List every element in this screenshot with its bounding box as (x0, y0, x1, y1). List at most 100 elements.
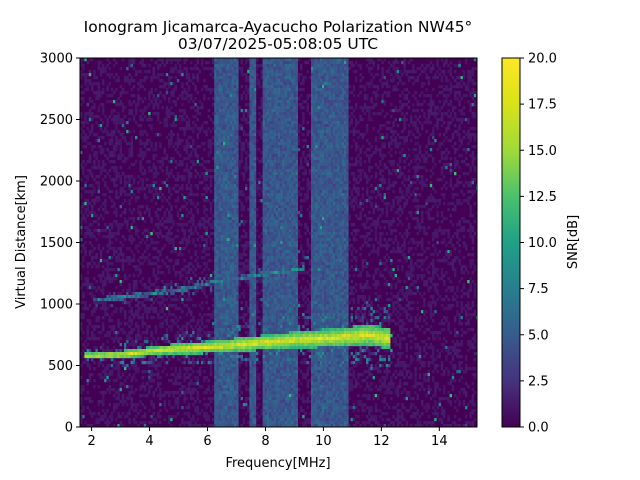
heatmap-cell (192, 193, 195, 197)
heatmap-cell (150, 349, 153, 353)
heatmap-cell (159, 58, 162, 62)
heatmap-cell (227, 403, 230, 407)
heatmap-cell (231, 244, 235, 248)
heatmap-cell (121, 124, 125, 128)
heatmap-cell (225, 367, 228, 371)
heatmap-cell (128, 352, 131, 356)
heatmap-cell (225, 157, 228, 161)
heatmap-cell (234, 136, 237, 140)
heatmap-cell (139, 79, 142, 83)
heatmap-cell (240, 172, 243, 176)
heatmap-cell (152, 172, 155, 176)
heatmap-cell (95, 175, 98, 179)
heatmap-cell (249, 226, 252, 230)
heatmap-cell (183, 343, 186, 347)
heatmap-cell (128, 193, 131, 197)
heatmap-cell (249, 163, 252, 167)
heatmap-cell (229, 310, 232, 314)
heatmap-cell (106, 157, 109, 161)
heatmap-cell (225, 310, 228, 314)
heatmap-cell (231, 196, 235, 200)
heatmap-cell (132, 238, 136, 242)
heatmap-cell (168, 421, 171, 425)
heatmap-cell (124, 79, 127, 83)
heatmap-cell (141, 376, 144, 380)
heatmap-cell (113, 367, 116, 371)
heatmap-cell (82, 166, 85, 170)
heatmap-cell (117, 376, 120, 380)
heatmap-cell (216, 403, 219, 407)
heatmap-cell (146, 298, 149, 302)
heatmap-cell (223, 82, 226, 86)
heatmap-cell (130, 196, 133, 200)
heatmap-cell (196, 193, 199, 197)
heatmap-cell (84, 307, 87, 311)
heatmap-cell (168, 133, 171, 137)
heatmap-cell (150, 298, 153, 302)
heatmap-cell (179, 139, 182, 143)
heatmap-cell (225, 358, 228, 362)
heatmap-cell (236, 73, 239, 77)
heatmap-cell (234, 424, 237, 427)
heatmap-cell (97, 400, 100, 404)
heatmap-cell (236, 337, 239, 341)
heatmap-cell (187, 361, 191, 365)
heatmap-cell (130, 391, 133, 395)
heatmap-cell (251, 208, 254, 212)
heatmap-cell (115, 286, 118, 290)
heatmap-cell (119, 157, 122, 161)
heatmap-cell (121, 103, 125, 107)
heatmap-cell (249, 235, 252, 239)
heatmap-cell (150, 283, 153, 287)
heatmap-cell (245, 280, 248, 284)
heatmap-cell (227, 61, 230, 65)
heatmap-cell (181, 223, 184, 227)
heatmap-cell (225, 391, 228, 395)
heatmap-cell (218, 286, 221, 290)
heatmap-cell (84, 136, 87, 140)
heatmap-cell (203, 211, 206, 215)
heatmap-cell (80, 415, 83, 419)
heatmap-cell (110, 328, 114, 332)
heatmap-cell (247, 319, 250, 323)
heatmap-cell (80, 409, 83, 413)
heatmap-cell (240, 256, 243, 260)
heatmap-cell (80, 115, 83, 119)
heatmap-cell (223, 61, 226, 65)
heatmap-cell (218, 334, 221, 338)
heatmap-cell (115, 61, 118, 65)
heatmap-cell (249, 352, 252, 356)
heatmap-cell (179, 370, 182, 374)
heatmap-cell (113, 292, 116, 296)
heatmap-cell (225, 406, 228, 410)
heatmap-cell (132, 349, 136, 353)
heatmap-cell (227, 325, 230, 329)
heatmap-cell (99, 277, 103, 281)
heatmap-cell (251, 193, 254, 197)
heatmap-cell (192, 202, 195, 206)
heatmap-cell (176, 175, 180, 179)
heatmap-cell (234, 355, 237, 359)
heatmap-cell (242, 253, 246, 257)
heatmap-cell (234, 172, 237, 176)
heatmap-cell (249, 208, 252, 212)
heatmap-cell (95, 253, 98, 257)
heatmap-cell (236, 307, 239, 311)
heatmap-cell (84, 397, 87, 401)
heatmap-cell (139, 115, 142, 119)
heatmap-cell (181, 103, 184, 107)
heatmap-cell (229, 358, 232, 362)
heatmap-cell (205, 265, 208, 269)
heatmap-cell (251, 247, 254, 251)
heatmap-cell (183, 235, 186, 239)
heatmap-cell (251, 169, 254, 173)
heatmap-cell (190, 184, 193, 188)
heatmap-cell (132, 364, 136, 368)
heatmap-cell (97, 82, 100, 86)
heatmap-cell (214, 190, 217, 194)
heatmap-cell (238, 193, 241, 197)
heatmap-cell (174, 235, 177, 239)
heatmap-cell (132, 292, 136, 296)
heatmap-cell (238, 124, 241, 128)
heatmap-cell (245, 322, 248, 326)
